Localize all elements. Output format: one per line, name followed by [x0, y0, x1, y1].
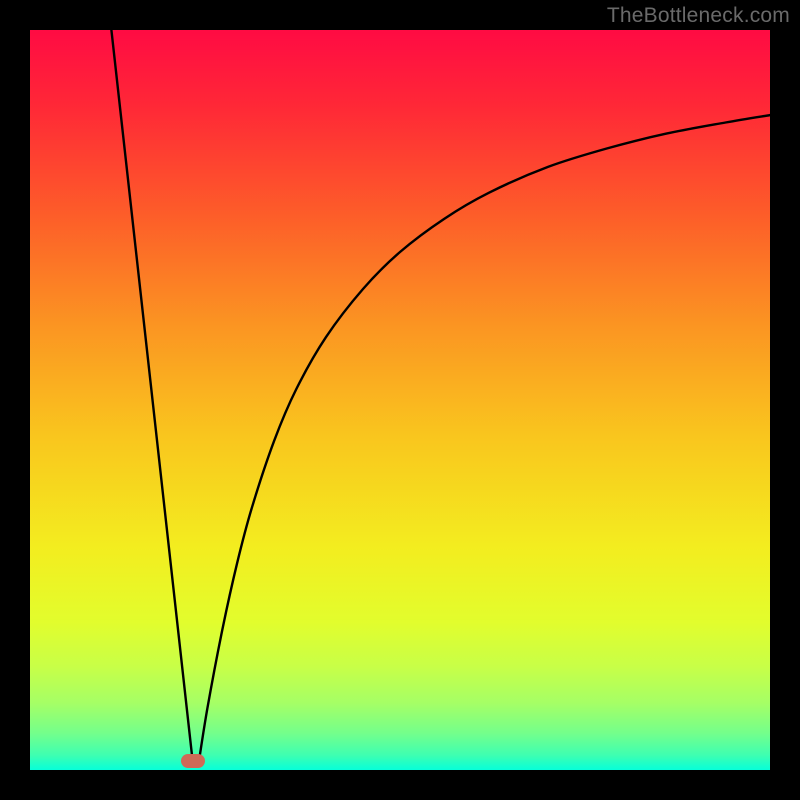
watermark-text: TheBottleneck.com	[607, 4, 790, 28]
chart-root: TheBottleneck.com	[0, 0, 800, 800]
min-marker	[181, 754, 205, 768]
curve-svg	[30, 30, 770, 770]
curve-left-branch	[111, 30, 192, 763]
plot-area	[30, 30, 770, 770]
curve-right-branch	[199, 115, 770, 763]
